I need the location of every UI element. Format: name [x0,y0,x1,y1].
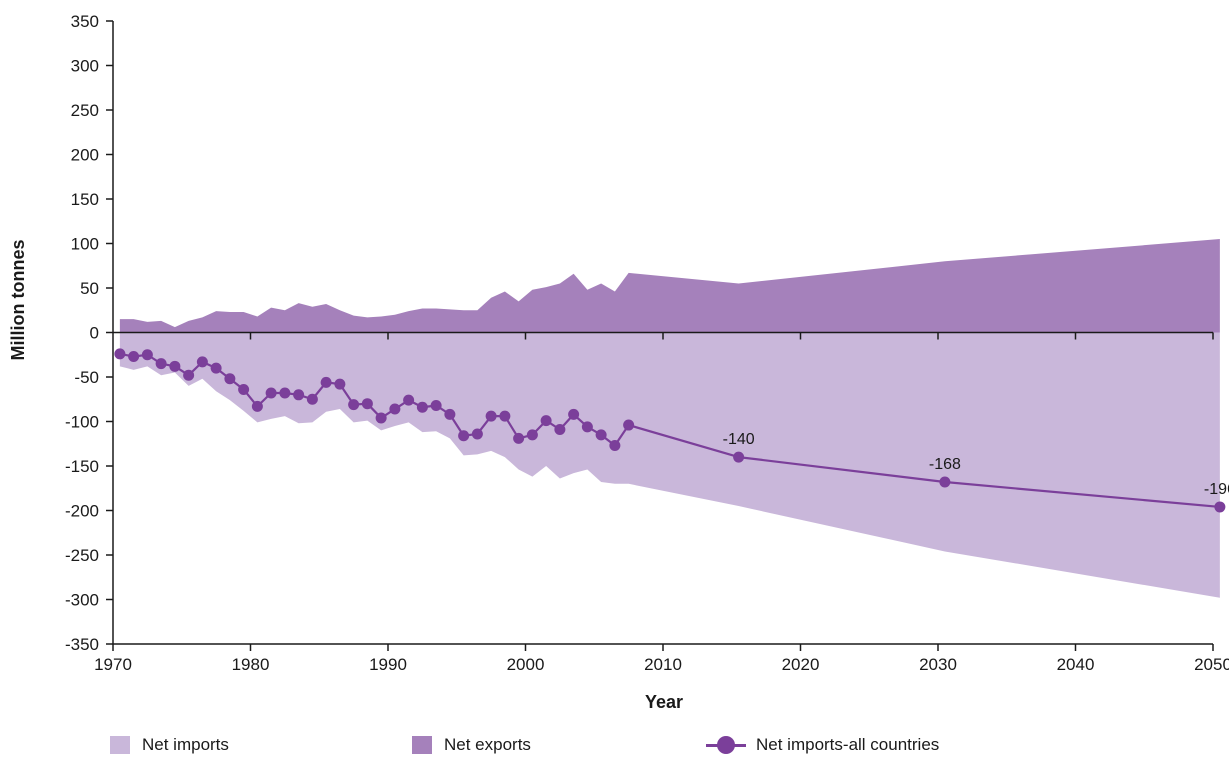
legend-swatch-net-exports [412,736,432,754]
point-1996 [471,428,483,440]
legend-item-net-exports: Net exports [412,734,531,756]
x-axis-title: Year [645,692,683,712]
legend: Net imports Net exports Net imports-all … [0,734,1229,758]
point-2003 [568,408,580,420]
legend-label-net-exports: Net exports [444,735,531,754]
label-layer: -140 -168 -196 [723,431,1229,498]
point-2030 [939,476,951,488]
point-1982 [279,387,291,399]
y-tick-label--200: -200 [65,502,99,521]
data-label-2015: -140 [723,431,755,448]
point-1994 [444,408,456,420]
point-2006 [609,440,621,452]
y-tick-label-350: 350 [71,12,99,31]
y-tick-label-150: 150 [71,190,99,209]
point-2002 [554,424,566,436]
legend-item-net-imports-all: Net imports-all countries [706,734,939,756]
point-1990 [389,403,401,415]
point-1993 [430,399,442,411]
area-net-imports [119,332,1220,598]
point-1975 [183,369,195,381]
point-1978 [224,373,236,385]
axes: -350 -300 -250 -200 -150 -100 -50 0 50 100 150 200 2… [65,12,1229,674]
point-2007 [623,419,635,431]
point-1988 [361,398,373,410]
point-1976 [196,356,208,368]
legend-swatch-net-imports-all [706,736,746,754]
point-1991 [403,394,415,406]
legend-item-net-imports: Net imports [110,734,229,756]
y-tick-label--250: -250 [65,546,99,565]
point-1979 [238,383,250,395]
y-tick-label-250: 250 [71,101,99,120]
x-tick-label-1990: 1990 [369,655,407,674]
point-2004 [581,421,593,433]
y-tick-label-100: 100 [71,235,99,254]
point-1999 [513,432,525,444]
point-1989 [375,412,387,424]
line-layer [114,348,1226,513]
point-1973 [155,358,167,370]
y-tick-label--150: -150 [65,457,99,476]
point-1987 [348,399,360,411]
x-tick-label-1980: 1980 [232,655,270,674]
x-tick-label-2040: 2040 [1057,655,1095,674]
point-1984 [306,393,318,405]
x-tick-label-2000: 2000 [507,655,545,674]
point-1970 [114,348,126,360]
point-1983 [293,389,305,401]
point-1992 [416,401,428,413]
point-1977 [210,362,222,374]
y-tick-label-200: 200 [71,146,99,165]
point-2001 [540,415,552,427]
point-1986 [334,378,346,390]
x-tick-label-2050: 2050 [1194,655,1229,674]
y-tick-label-0: 0 [90,324,99,343]
point-1971 [128,351,140,363]
legend-label-net-imports-all: Net imports-all countries [756,735,940,754]
point-1998 [499,410,511,422]
area-net-exports [119,239,1220,333]
data-label-2050: -196 [1204,481,1229,498]
net-trade-chart: -350 -300 -250 -200 -150 -100 -50 0 50 100 150 200 2… [8,12,1229,712]
legend-swatch-net-imports [110,736,130,754]
point-1985 [320,376,332,388]
point-1997 [485,410,497,422]
y-tick-label-300: 300 [71,57,99,76]
point-1981 [265,387,277,399]
data-label-2030: -168 [929,456,961,473]
y-tick-label--300: -300 [65,591,99,610]
point-1972 [141,349,153,361]
y-tick-label--100: -100 [65,413,99,432]
y-tick-label-50: 50 [80,279,99,298]
point-2050 [1214,501,1226,513]
point-1974 [169,360,181,372]
legend-label-net-imports: Net imports [142,735,229,754]
y-tick-label--50: -50 [74,368,99,387]
point-2005 [595,429,607,441]
point-1995 [458,430,470,442]
x-tick-label-1970: 1970 [94,655,132,674]
area-layer [119,239,1220,598]
y-tick-label--350: -350 [65,635,99,654]
point-2000 [526,429,538,441]
y-axis-title: Million tonnes [8,240,28,361]
point-2015 [733,451,745,463]
x-tick-label-2020: 2020 [782,655,820,674]
x-tick-label-2030: 2030 [919,655,957,674]
x-tick-label-2010: 2010 [644,655,682,674]
point-1980 [251,400,263,412]
